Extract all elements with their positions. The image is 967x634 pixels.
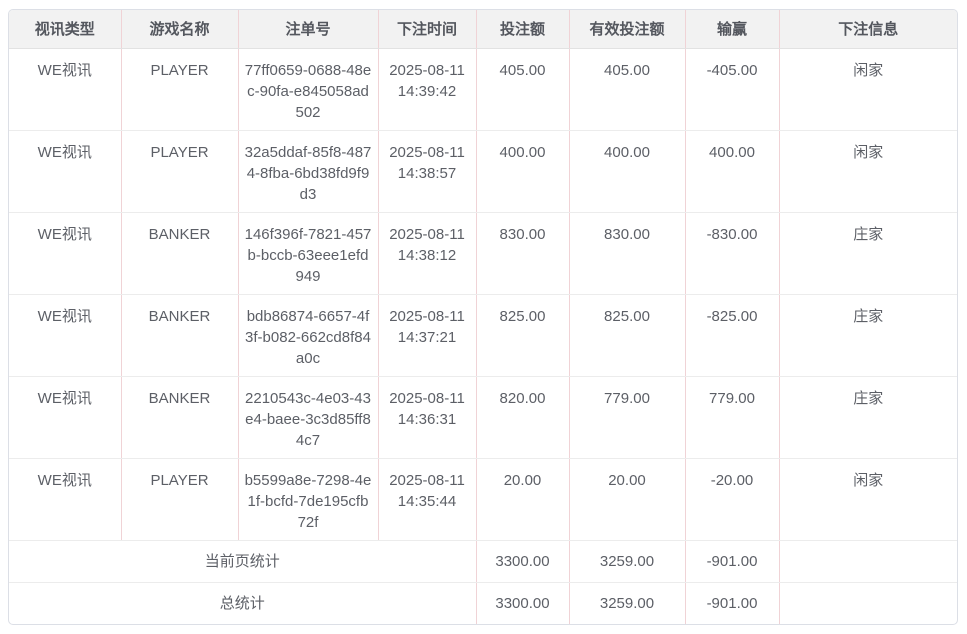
- cell-bet-id: bdb86874-6657-4f3f-b082-662cd8f84a0c: [238, 294, 379, 377]
- table-row: WE视讯 PLAYER 32a5ddaf-85f8-4874-8fba-6bd3…: [9, 130, 957, 213]
- cell-game-name: BANKER: [121, 212, 239, 295]
- table-body: WE视讯 PLAYER 77ff0659-0688-48ec-90fa-e845…: [9, 48, 957, 624]
- cell-bet-amount: 400.00: [476, 130, 570, 213]
- column-header-bet-amount: 投注额: [476, 10, 570, 49]
- cell-game-name: BANKER: [121, 294, 239, 377]
- cell-win-loss: 400.00: [685, 130, 780, 213]
- cell-valid-bet-amount: 779.00: [569, 376, 686, 459]
- header-row: 视讯类型 游戏名称 注单号 下注时间 投注额 有效投注额 输赢 下注信息: [9, 10, 957, 49]
- cell-bet-id: 146f396f-7821-457b-bccb-63eee1efd949: [238, 212, 379, 295]
- cell-win-loss: -20.00: [685, 458, 780, 541]
- cell-bet-time: 2025-08-11 14:35:44: [378, 458, 477, 541]
- cell-bet-amount: 405.00: [476, 48, 570, 131]
- total-summary-valid-bet-amount: 3259.00: [569, 582, 686, 624]
- table-header: 视讯类型 游戏名称 注单号 下注时间 投注额 有效投注额 输赢 下注信息: [9, 10, 957, 49]
- table-row: WE视讯 BANKER 146f396f-7821-457b-bccb-63ee…: [9, 212, 957, 295]
- cell-bet-info: 庄家: [779, 294, 957, 377]
- cell-video-type: WE视讯: [9, 376, 122, 459]
- cell-valid-bet-amount: 825.00: [569, 294, 686, 377]
- cell-bet-info: 庄家: [779, 212, 957, 295]
- cell-bet-info: 闲家: [779, 458, 957, 541]
- column-header-bet-id: 注单号: [238, 10, 379, 49]
- cell-bet-amount: 825.00: [476, 294, 570, 377]
- cell-video-type: WE视讯: [9, 458, 122, 541]
- table-row: WE视讯 BANKER 2210543c-4e03-43e4-baee-3c3d…: [9, 376, 957, 459]
- cell-bet-amount: 830.00: [476, 212, 570, 295]
- total-summary-row: 总统计 3300.00 3259.00 -901.00: [9, 582, 957, 624]
- cell-video-type: WE视讯: [9, 294, 122, 377]
- table-row: WE视讯 PLAYER b5599a8e-7298-4e1f-bcfd-7de1…: [9, 458, 957, 541]
- total-summary-label: 总统计: [9, 582, 477, 624]
- cell-bet-id: b5599a8e-7298-4e1f-bcfd-7de195cfb72f: [238, 458, 379, 541]
- cell-bet-time: 2025-08-11 14:39:42: [378, 48, 477, 131]
- cell-game-name: PLAYER: [121, 48, 239, 131]
- cell-bet-id: 32a5ddaf-85f8-4874-8fba-6bd38fd9f9d3: [238, 130, 379, 213]
- page-summary-label: 当前页统计: [9, 540, 477, 583]
- column-header-bet-time: 下注时间: [378, 10, 477, 49]
- cell-bet-info: 闲家: [779, 130, 957, 213]
- cell-valid-bet-amount: 405.00: [569, 48, 686, 131]
- column-header-win-loss: 输赢: [685, 10, 780, 49]
- cell-game-name: PLAYER: [121, 130, 239, 213]
- cell-bet-amount: 20.00: [476, 458, 570, 541]
- total-summary-bet-info: [779, 582, 957, 624]
- page-summary-bet-amount: 3300.00: [476, 540, 570, 583]
- cell-valid-bet-amount: 830.00: [569, 212, 686, 295]
- cell-video-type: WE视讯: [9, 48, 122, 131]
- cell-win-loss: -830.00: [685, 212, 780, 295]
- cell-game-name: PLAYER: [121, 458, 239, 541]
- bet-records-table-container: 视讯类型 游戏名称 注单号 下注时间 投注额 有效投注额 输赢 下注信息 WE视…: [8, 9, 958, 625]
- cell-valid-bet-amount: 20.00: [569, 458, 686, 541]
- table-row: WE视讯 PLAYER 77ff0659-0688-48ec-90fa-e845…: [9, 48, 957, 131]
- cell-bet-id: 2210543c-4e03-43e4-baee-3c3d85ff84c7: [238, 376, 379, 459]
- cell-bet-time: 2025-08-11 14:38:12: [378, 212, 477, 295]
- page-summary-win-loss: -901.00: [685, 540, 780, 583]
- page-summary-bet-info: [779, 540, 957, 583]
- cell-valid-bet-amount: 400.00: [569, 130, 686, 213]
- cell-win-loss: -825.00: [685, 294, 780, 377]
- cell-video-type: WE视讯: [9, 130, 122, 213]
- cell-bet-id: 77ff0659-0688-48ec-90fa-e845058ad502: [238, 48, 379, 131]
- cell-bet-time: 2025-08-11 14:37:21: [378, 294, 477, 377]
- bet-records-table: 视讯类型 游戏名称 注单号 下注时间 投注额 有效投注额 输赢 下注信息 WE视…: [9, 10, 957, 624]
- cell-win-loss: 779.00: [685, 376, 780, 459]
- cell-video-type: WE视讯: [9, 212, 122, 295]
- cell-bet-time: 2025-08-11 14:36:31: [378, 376, 477, 459]
- cell-bet-info: 庄家: [779, 376, 957, 459]
- column-header-game-name: 游戏名称: [121, 10, 239, 49]
- column-header-bet-info: 下注信息: [779, 10, 957, 49]
- total-summary-win-loss: -901.00: [685, 582, 780, 624]
- cell-bet-amount: 820.00: [476, 376, 570, 459]
- column-header-video-type: 视讯类型: [9, 10, 122, 49]
- total-summary-bet-amount: 3300.00: [476, 582, 570, 624]
- table-row: WE视讯 BANKER bdb86874-6657-4f3f-b082-662c…: [9, 294, 957, 377]
- page-summary-valid-bet-amount: 3259.00: [569, 540, 686, 583]
- page-summary-row: 当前页统计 3300.00 3259.00 -901.00: [9, 540, 957, 583]
- cell-bet-info: 闲家: [779, 48, 957, 131]
- cell-bet-time: 2025-08-11 14:38:57: [378, 130, 477, 213]
- column-header-valid-bet-amount: 有效投注额: [569, 10, 686, 49]
- cell-game-name: BANKER: [121, 376, 239, 459]
- cell-win-loss: -405.00: [685, 48, 780, 131]
